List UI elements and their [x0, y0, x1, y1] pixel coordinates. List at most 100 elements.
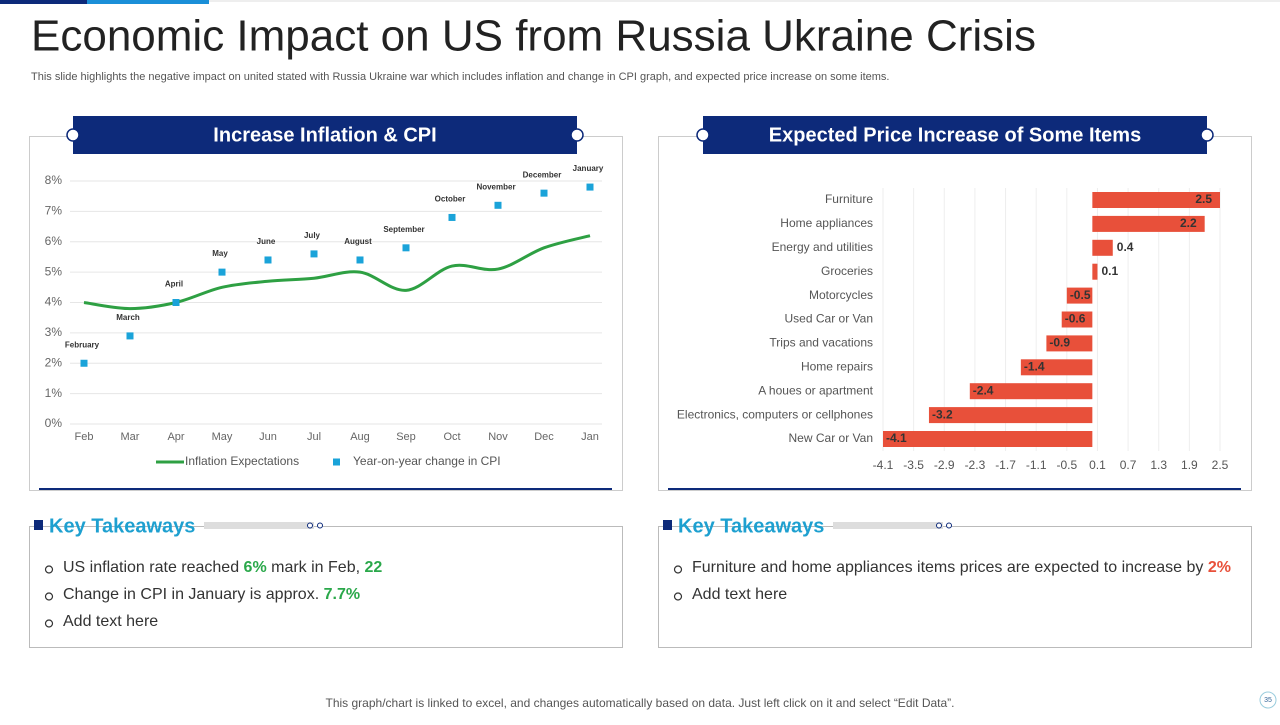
takeaway-heading: Key Takeaways: [678, 515, 824, 537]
point-label: June: [257, 237, 276, 246]
text-run: 2%: [1208, 559, 1231, 576]
bar: [1092, 263, 1098, 280]
data-label: -2.4: [973, 383, 994, 397]
chart-title: Expected Price Increase of Some Items: [769, 124, 1141, 146]
x-tick-label: -2.9: [934, 458, 955, 472]
x-tick-label: Jan: [581, 431, 599, 443]
text-run: Furniture and home appliances items pric…: [692, 559, 1208, 576]
takeaway-item: Change in CPI in January is approx. 7.7%: [63, 586, 360, 603]
data-label: -1.4: [1024, 359, 1045, 373]
point: [540, 189, 548, 197]
y-tick-label: Home appliances: [780, 216, 873, 230]
takeaway-item: Add text here: [63, 613, 158, 630]
chart-title: Increase Inflation & CPI: [213, 124, 436, 146]
point-label: September: [383, 225, 424, 234]
x-tick-label: 0.1: [1089, 458, 1106, 472]
bullet: [673, 565, 683, 574]
y-tick-label: 0%: [45, 416, 63, 430]
point: [494, 201, 502, 209]
y-tick-label: 8%: [45, 173, 63, 187]
x-tick-label: Jul: [307, 431, 321, 443]
legend-swatch: [333, 458, 340, 466]
y-tick-label: Motorcycles: [809, 288, 873, 302]
footer: This graph/chart is linked to excel, and…: [326, 696, 955, 710]
panel: Expected Price Increase of Some Items: [658, 116, 1252, 491]
y-tick-label: Furniture: [825, 192, 873, 206]
y-tick-label: Energy and utilities: [772, 240, 873, 254]
bar: [969, 383, 1093, 400]
top-bar: [0, 0, 87, 4]
x-tick-label: 1.3: [1150, 458, 1167, 472]
y-tick-label: 1%: [45, 386, 63, 400]
bullet: [44, 592, 54, 601]
y-tick-label: A houes or apartment: [758, 383, 873, 397]
page-number: 35: [1264, 697, 1272, 704]
x-tick-label: Nov: [488, 431, 508, 443]
bar: [1092, 215, 1205, 232]
point: [172, 299, 180, 306]
text-run: 6%: [244, 559, 267, 576]
y-tick-label: 3%: [45, 325, 63, 339]
data-label: -0.5: [1070, 288, 1091, 302]
data-label: 2.2: [1180, 216, 1197, 230]
text-run: mark in Feb,: [267, 559, 365, 576]
y-tick-label: 6%: [45, 234, 63, 248]
bar: [928, 407, 1093, 424]
point: [356, 256, 364, 264]
legend-label: Inflation Expectations: [185, 454, 299, 468]
x-tick-label: -2.3: [965, 458, 986, 472]
x-tick-label: -4.1: [873, 458, 894, 472]
point: [448, 213, 456, 221]
point-label: April: [165, 280, 183, 289]
x-tick-label: -0.5: [1056, 458, 1077, 472]
y-tick-label: 4%: [45, 295, 63, 309]
x-tick-label: -1.7: [995, 458, 1016, 472]
x-tick-label: Jun: [259, 431, 277, 443]
bar: [1020, 359, 1093, 376]
takeaways: Key Takeaways US inflation rate reached …: [29, 515, 623, 648]
takeaway-item: Add text here: [692, 586, 787, 603]
point: [310, 250, 318, 258]
text-run: US inflation rate reached: [63, 559, 244, 576]
point-label: May: [212, 249, 228, 258]
point-label: October: [435, 195, 466, 204]
y-tick-label: New Car or Van: [789, 431, 873, 445]
x-tick-label: Feb: [75, 431, 94, 443]
top-bar: [87, 0, 209, 4]
bar: [883, 431, 1093, 447]
takeaway-item: Furniture and home appliances items pric…: [692, 559, 1231, 576]
legend-label: Year-on-year change in CPI: [353, 454, 501, 468]
point: [402, 244, 410, 252]
text-run: Add text here: [63, 613, 158, 630]
title: Economic Impact on US from Russia Ukrain…: [31, 12, 1036, 61]
bar: [1066, 287, 1093, 304]
x-tick-label: 0.7: [1120, 458, 1137, 472]
page-badge: [1259, 691, 1277, 709]
panel: Increase Inflation & CPI: [29, 116, 623, 491]
point-label: February: [65, 340, 100, 349]
text-run: Change in CPI in January is approx.: [63, 586, 324, 603]
line: [83, 234, 591, 311]
x-tick-label: -3.5: [903, 458, 924, 472]
point: [264, 256, 272, 264]
data-label: -4.1: [886, 431, 907, 445]
x-tick-label: Oct: [443, 431, 460, 443]
y-tick-label: Home repairs: [801, 359, 873, 373]
x-tick-label: 2.5: [1212, 458, 1229, 472]
text-run: 7.7%: [324, 586, 360, 603]
bar: [1092, 192, 1220, 208]
point-label: March: [116, 313, 140, 322]
point: [80, 359, 88, 367]
x-tick-label: -1.1: [1026, 458, 1047, 472]
data-label: 0.4: [1117, 240, 1134, 254]
data-label: -3.2: [932, 407, 953, 421]
text-run: 22: [364, 559, 382, 576]
x-tick-label: 1.9: [1181, 458, 1198, 472]
x-tick-label: Dec: [534, 431, 554, 443]
y-tick-label: 7%: [45, 204, 63, 218]
data-label: 2.5: [1195, 192, 1212, 206]
takeaway-heading: Key Takeaways: [49, 515, 195, 537]
point: [126, 332, 134, 340]
x-tick-label: Sep: [396, 431, 416, 443]
